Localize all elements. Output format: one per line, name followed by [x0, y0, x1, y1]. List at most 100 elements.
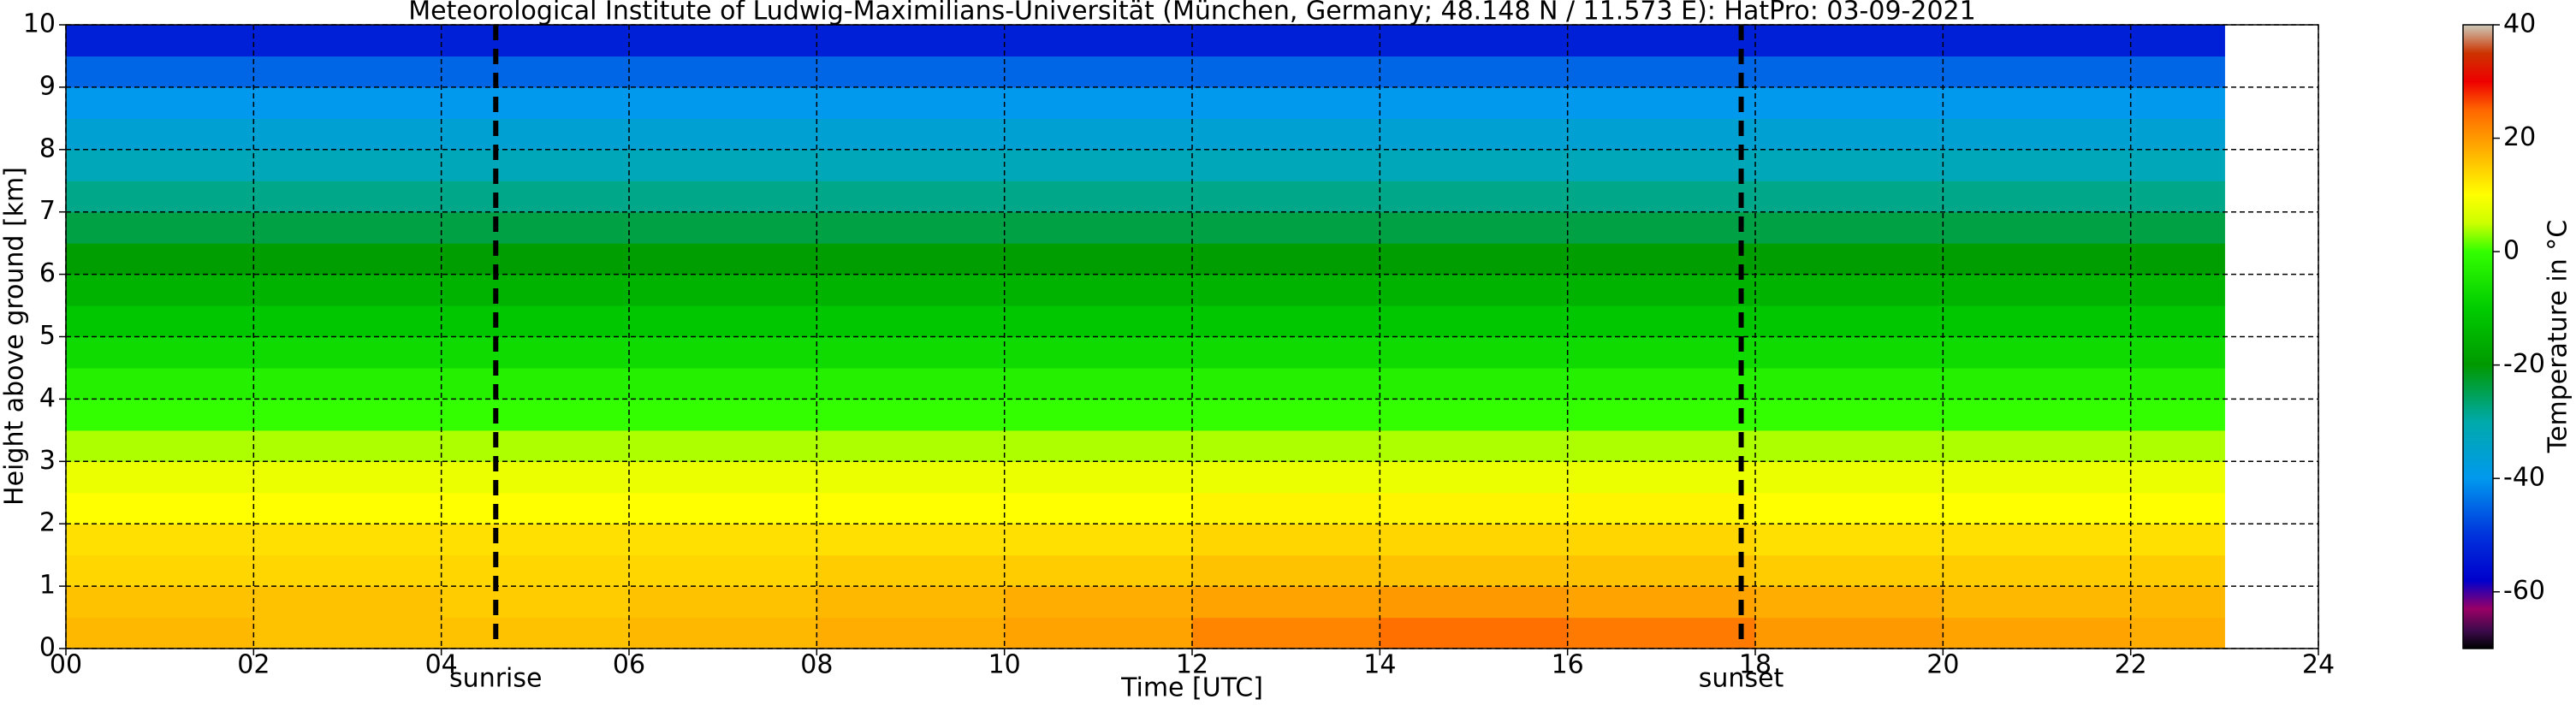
heatmap-cell	[253, 25, 442, 57]
heatmap-cell	[1380, 25, 1569, 57]
heatmap-cell	[1380, 181, 1569, 213]
heatmap-cell	[1567, 524, 1756, 556]
event-label: sunrise	[449, 664, 542, 694]
heatmap-cell	[629, 430, 817, 462]
heatmap-cell	[816, 617, 1006, 649]
heatmap-cell	[441, 56, 630, 88]
heatmap-cell	[1943, 430, 2132, 462]
x-tick-label: 20	[1926, 650, 1959, 680]
heatmap-cell	[1004, 399, 1193, 431]
heatmap-cell	[441, 336, 630, 369]
heatmap-cell	[1943, 492, 2132, 524]
heatmap-cell	[1380, 430, 1569, 462]
heatmap-cell	[1755, 243, 1944, 275]
heatmap-cell	[66, 367, 254, 400]
heatmap-cell	[66, 181, 254, 213]
heatmap-cell	[1380, 243, 1569, 275]
heatmap-cell	[1192, 617, 1380, 649]
heatmap-cell	[66, 25, 254, 57]
heatmap-cell	[1943, 149, 2132, 181]
x-tick-label: 18	[1739, 650, 1772, 680]
heatmap-cell	[1567, 554, 1756, 587]
heatmap-cell	[1943, 305, 2132, 338]
heatmap-cell	[253, 336, 442, 369]
heatmap-cell	[1380, 211, 1569, 244]
heatmap-cell	[1004, 336, 1193, 369]
heatmap-cell	[1943, 461, 2132, 494]
heatmap-cell	[816, 399, 1006, 431]
heatmap-cell	[253, 492, 442, 524]
heatmap-cell	[441, 86, 630, 119]
heatmap-cell	[1943, 524, 2132, 556]
heatmap-cell	[629, 461, 817, 494]
heatmap-cell	[816, 461, 1006, 494]
heatmap-cell	[2130, 524, 2225, 556]
heatmap-cell	[1380, 554, 1569, 587]
heatmap-cell	[1567, 149, 1756, 181]
heatmap-cell	[629, 367, 817, 400]
heatmap-cell	[1380, 524, 1569, 556]
heatmap-cell	[1567, 243, 1756, 275]
heatmap-cell	[1567, 211, 1756, 244]
heatmap-cell	[1380, 617, 1569, 649]
heatmap-cell	[1943, 336, 2132, 369]
heatmap-cell	[441, 25, 630, 57]
heatmap-cell	[2130, 86, 2225, 119]
heatmap-cell	[1192, 399, 1380, 431]
heatmap-cell	[1567, 56, 1756, 88]
heatmap-cell	[2130, 554, 2225, 587]
heatmap-cell	[1004, 25, 1193, 57]
heatmap-cell	[441, 586, 630, 619]
heatmap-cell	[66, 524, 254, 556]
heatmap-cell	[629, 554, 817, 587]
heatmap-cell	[1192, 524, 1380, 556]
heatmap-cell	[66, 243, 254, 275]
heatmap-cell	[1192, 305, 1380, 338]
heatmap-cell	[816, 367, 1006, 400]
event-label: sunset	[1699, 664, 1784, 694]
heatmap-cell	[253, 430, 442, 462]
heatmap-cell	[1380, 56, 1569, 88]
heatmap-cell	[1755, 305, 1944, 338]
heatmap-cell	[1004, 211, 1193, 244]
heatmap-cell	[253, 181, 442, 213]
heatmap-cell	[1943, 274, 2132, 306]
y-tick-label: 4	[39, 383, 56, 413]
x-tick-label: 16	[1552, 650, 1584, 680]
heatmap-cell	[66, 336, 254, 369]
heatmap-cell	[629, 492, 817, 524]
heatmap-cell	[1004, 149, 1193, 181]
heatmap-cell	[816, 181, 1006, 213]
heatmap-cell	[629, 586, 817, 619]
heatmap-cell	[629, 305, 817, 338]
heatmap-cell	[66, 56, 254, 88]
heatmap-cell	[1192, 56, 1380, 88]
colorbar-label: Temperature in °C	[2543, 220, 2573, 453]
y-tick-label: 9	[39, 71, 56, 101]
heatmap-cell	[1755, 461, 1944, 494]
heatmap-cell	[1004, 305, 1193, 338]
heatmap-cell	[66, 399, 254, 431]
heatmap-cell	[629, 86, 817, 119]
heatmap-cell	[1004, 461, 1193, 494]
heatmap-cell	[629, 181, 817, 213]
heatmap-cell	[1755, 25, 1944, 57]
heatmap-cell	[816, 243, 1006, 275]
heatmap-cell	[253, 305, 442, 338]
heatmap-cell	[1755, 118, 1944, 151]
heatmap-cell	[1192, 86, 1380, 119]
heatmap-cell	[1004, 492, 1193, 524]
heatmap-cell	[1943, 211, 2132, 244]
heatmap-cell	[1380, 305, 1569, 338]
heatmap-cell	[441, 492, 630, 524]
heatmap-cell	[2130, 617, 2225, 649]
heatmap-cell	[1567, 461, 1756, 494]
heatmap-cell	[253, 118, 442, 151]
heatmap-cell	[1943, 118, 2132, 151]
heatmap-cell	[1192, 243, 1380, 275]
heatmap-cell	[253, 86, 442, 119]
heatmap-cell	[2130, 586, 2225, 619]
heatmap-cell	[1755, 181, 1944, 213]
heatmap-cell	[1380, 492, 1569, 524]
